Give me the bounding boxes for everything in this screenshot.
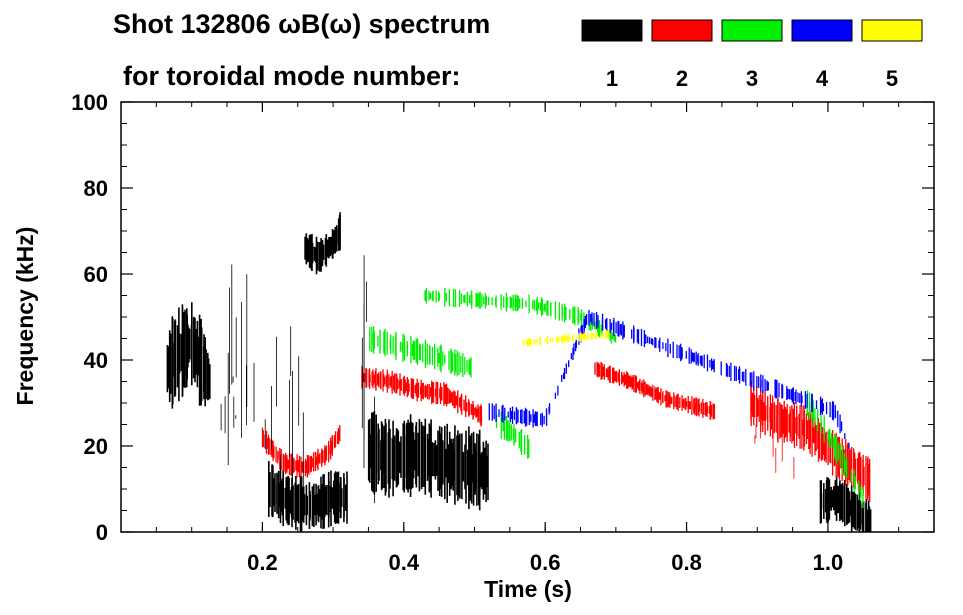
streak-lines (754, 398, 812, 479)
y-tick-label: 40 (84, 348, 108, 373)
mode-patch (304, 212, 341, 275)
legend-swatch (791, 19, 853, 42)
legend-swatch (581, 19, 643, 42)
mode-patch (594, 361, 716, 420)
axes: 0.2 0.4 0.6 0.8 1.0 0 20 40 60 80 100 (71, 90, 935, 575)
streak-lines (361, 255, 375, 504)
legend-label: 3 (746, 66, 758, 91)
x-tick-label: 0.2 (247, 550, 278, 575)
y-tick-label: 20 (84, 434, 108, 459)
legend-swatch (861, 19, 923, 42)
plot-frame (120, 101, 935, 533)
y-tick-label: 60 (84, 262, 108, 287)
legend-swatch (651, 19, 713, 42)
legend-label: 1 (606, 66, 618, 91)
legend-label: 4 (816, 66, 829, 91)
mode-patch (750, 381, 871, 502)
legend: 1 2 3 4 5 (581, 19, 923, 91)
x-tick-label: 0.4 (388, 550, 419, 575)
y-tick-label: 100 (71, 90, 108, 115)
y-tick-label: 0 (96, 520, 108, 545)
mode-patch (166, 302, 211, 409)
mode-patch (488, 309, 850, 450)
streak-lines (220, 264, 304, 504)
legend-swatch (721, 19, 783, 42)
y-axis-label: Frequency (kHz) (12, 227, 38, 406)
x-tick-label: 0.6 (530, 550, 561, 575)
data-layer (166, 212, 872, 532)
mode-patch (367, 411, 489, 511)
y-tick-label: 80 (84, 176, 108, 201)
mode-patch (361, 365, 483, 427)
chart-title: Shot 132806 ωB(ω) spectrum (113, 9, 490, 39)
mode-patch (369, 326, 472, 378)
legend-label: 2 (676, 66, 688, 91)
chart-subtitle: for toroidal mode number: (123, 61, 461, 91)
mode-patch (522, 330, 610, 347)
mode-patch (268, 461, 348, 532)
mode-patch (261, 425, 341, 478)
x-axis-label: Time (s) (484, 576, 572, 602)
legend-label: 5 (886, 66, 898, 91)
x-tick-label: 1.0 (813, 550, 844, 575)
x-tick-label: 0.8 (671, 550, 702, 575)
mode-patch (819, 475, 872, 532)
